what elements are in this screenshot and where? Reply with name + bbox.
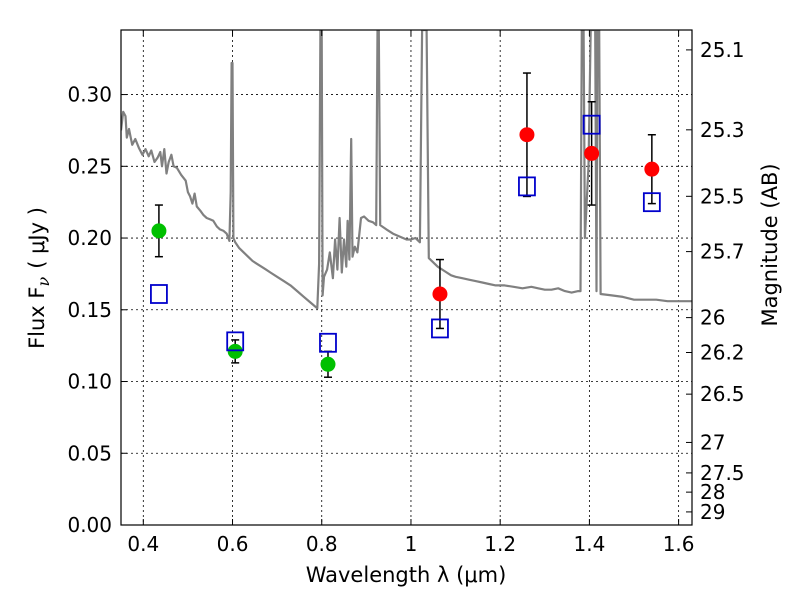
x-tick-label: 0.4 — [127, 532, 159, 556]
y2-tick-label: 29 — [700, 500, 725, 524]
x-axis-label: Wavelength λ (μm) — [306, 563, 507, 587]
photometry-point — [644, 161, 660, 177]
y-tick-label: 0.05 — [67, 441, 112, 465]
y-axis-label-unit: ( μJy ) — [25, 207, 49, 269]
model-point — [150, 284, 168, 304]
y2-tick-label: 28 — [700, 480, 725, 504]
x-tick-label: 0.6 — [217, 532, 249, 556]
photometry-point — [432, 286, 448, 302]
y-axis-label-main: Flux F — [25, 287, 49, 349]
y2-tick-label: 26.5 — [700, 382, 745, 406]
y2-axis-label: Magnitude (AB) — [758, 163, 782, 326]
y-tick-label: 0.15 — [67, 298, 112, 322]
photometry-point — [519, 127, 535, 143]
y2-tick-label: 26 — [700, 306, 725, 330]
x-tick-label: 0.8 — [306, 532, 338, 556]
x-tick-label: 1.6 — [663, 532, 695, 556]
x-tick-label: 1 — [405, 532, 418, 556]
y-tick-label: 0.10 — [67, 370, 112, 394]
model-point — [431, 318, 449, 339]
model-point — [582, 114, 601, 135]
y-tick-label: 0.30 — [67, 83, 112, 107]
y2-tick-label: 26.2 — [700, 341, 745, 365]
tick-labels: 0.4 0.6 0.8 1 1.2 1.4 1.6 0.00 0.05 0.10 0.15 0.20 0… — [67, 38, 744, 556]
y2-tick-label: 27 — [700, 430, 725, 454]
y2-tick-label: 27.5 — [700, 461, 745, 485]
y-axis-label-subscript: ν — [34, 277, 53, 287]
model-point — [226, 331, 245, 352]
photometry-point — [227, 343, 243, 359]
model-point — [319, 332, 337, 353]
y2-tick-label: 25.7 — [700, 240, 745, 264]
y-axis-label: Flux Fν ( μJy ) — [25, 207, 53, 349]
y-tick-label: 0.20 — [67, 226, 112, 250]
spectrum-line — [121, 30, 692, 310]
x-tick-label: 1.2 — [484, 532, 516, 556]
photometry-point — [320, 356, 336, 372]
y2-tick-label: 25.5 — [700, 184, 745, 208]
photometry-point — [584, 145, 600, 161]
marker-layer — [150, 114, 661, 372]
spectrum-layer — [121, 30, 692, 310]
y2-tick-label: 25.3 — [700, 118, 745, 142]
y-tick-label: 0.00 — [67, 513, 112, 537]
x-tick-label: 1.4 — [573, 532, 605, 556]
y-tick-label: 0.25 — [67, 154, 112, 178]
photometry-point — [151, 223, 167, 239]
ticks — [121, 30, 692, 526]
model-point — [518, 176, 536, 197]
model-point — [642, 192, 661, 213]
plot-frame — [120, 29, 693, 526]
grid — [121, 30, 692, 526]
y2-tick-label: 25.1 — [700, 38, 745, 62]
